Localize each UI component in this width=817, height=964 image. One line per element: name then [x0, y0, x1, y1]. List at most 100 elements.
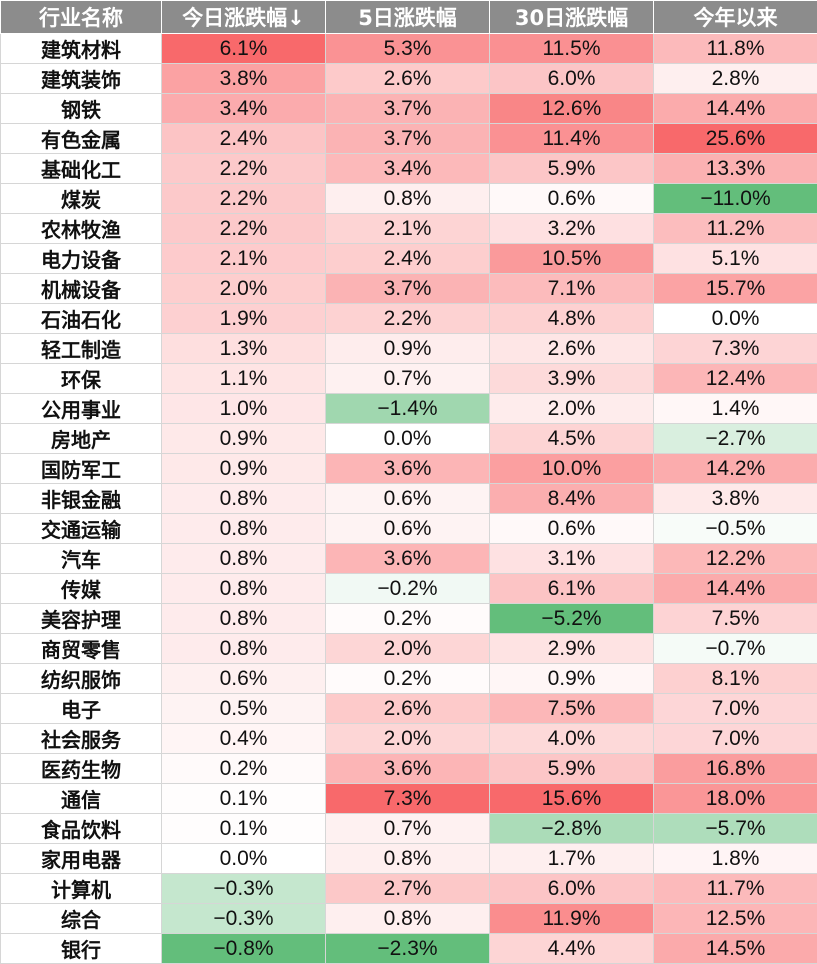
ytd-change-cell: 25.6% — [654, 124, 817, 154]
thirty-day-change-cell: 3.2% — [490, 214, 654, 244]
industry-name-cell: 非银金融 — [1, 484, 162, 514]
thirty-day-change-cell: 3.9% — [490, 364, 654, 394]
five-day-change-cell: 3.6% — [326, 454, 490, 484]
today-change-cell: 1.0% — [162, 394, 326, 424]
thirty-day-change-cell: 11.9% — [490, 904, 654, 934]
thirty-day-change-cell: 0.6% — [490, 184, 654, 214]
thirty-day-change-cell: 2.6% — [490, 334, 654, 364]
thirty-day-change-cell: 4.4% — [490, 934, 654, 964]
ytd-change-cell: 7.5% — [654, 604, 817, 634]
industry-name-cell: 医药生物 — [1, 754, 162, 784]
thirty-day-change-cell: 4.8% — [490, 304, 654, 334]
thirty-day-change-cell: 7.1% — [490, 274, 654, 304]
header-ytd-change[interactable]: 今年以来 — [654, 1, 817, 34]
table-row: 银行−0.8%−2.3%4.4%14.5% — [1, 934, 817, 964]
five-day-change-cell: 3.7% — [326, 274, 490, 304]
header-5day-change[interactable]: 5日涨跌幅 — [326, 1, 490, 34]
today-change-cell: 0.1% — [162, 814, 326, 844]
table-row: 综合−0.3%0.8%11.9%12.5% — [1, 904, 817, 934]
five-day-change-cell: 0.8% — [326, 844, 490, 874]
ytd-change-cell: 14.4% — [654, 94, 817, 124]
today-change-cell: 2.0% — [162, 274, 326, 304]
industry-name-cell: 银行 — [1, 934, 162, 964]
thirty-day-change-cell: −5.2% — [490, 604, 654, 634]
thirty-day-change-cell: 1.7% — [490, 844, 654, 874]
today-change-cell: −0.8% — [162, 934, 326, 964]
thirty-day-change-cell: 6.1% — [490, 574, 654, 604]
five-day-change-cell: 2.6% — [326, 694, 490, 724]
thirty-day-change-cell: 0.6% — [490, 514, 654, 544]
industry-name-cell: 建筑装饰 — [1, 64, 162, 94]
industry-name-cell: 美容护理 — [1, 604, 162, 634]
thirty-day-change-cell: 7.5% — [490, 694, 654, 724]
today-change-cell: 0.6% — [162, 664, 326, 694]
ytd-change-cell: 14.4% — [654, 574, 817, 604]
today-change-cell: −0.3% — [162, 904, 326, 934]
ytd-change-cell: 7.0% — [654, 724, 817, 754]
five-day-change-cell: 2.1% — [326, 214, 490, 244]
five-day-change-cell: 0.6% — [326, 484, 490, 514]
industry-name-cell: 商贸零售 — [1, 634, 162, 664]
five-day-change-cell: 0.9% — [326, 334, 490, 364]
header-30day-change[interactable]: 30日涨跌幅 — [490, 1, 654, 34]
industry-name-cell: 电子 — [1, 694, 162, 724]
thirty-day-change-cell: 5.9% — [490, 154, 654, 184]
header-industry-name[interactable]: 行业名称 — [1, 1, 162, 34]
industry-name-cell: 计算机 — [1, 874, 162, 904]
ytd-change-cell: 13.3% — [654, 154, 817, 184]
ytd-change-cell: −5.7% — [654, 814, 817, 844]
five-day-change-cell: 0.7% — [326, 364, 490, 394]
today-change-cell: 0.8% — [162, 574, 326, 604]
thirty-day-change-cell: 5.9% — [490, 754, 654, 784]
ytd-change-cell: 12.4% — [654, 364, 817, 394]
today-change-cell: 0.8% — [162, 544, 326, 574]
today-change-cell: 0.8% — [162, 514, 326, 544]
thirty-day-change-cell: 2.0% — [490, 394, 654, 424]
industry-name-cell: 建筑材料 — [1, 34, 162, 64]
today-change-cell: 2.1% — [162, 244, 326, 274]
ytd-change-cell: 3.8% — [654, 484, 817, 514]
thirty-day-change-cell: 3.1% — [490, 544, 654, 574]
header-today-change[interactable]: 今日涨跌幅↓ — [162, 1, 326, 34]
ytd-change-cell: 12.2% — [654, 544, 817, 574]
today-change-cell: 0.5% — [162, 694, 326, 724]
five-day-change-cell: 3.6% — [326, 754, 490, 784]
five-day-change-cell: 0.0% — [326, 424, 490, 454]
industry-name-cell: 社会服务 — [1, 724, 162, 754]
ytd-change-cell: 8.1% — [654, 664, 817, 694]
today-change-cell: 2.2% — [162, 154, 326, 184]
ytd-change-cell: 5.1% — [654, 244, 817, 274]
five-day-change-cell: −0.2% — [326, 574, 490, 604]
thirty-day-change-cell: 4.5% — [490, 424, 654, 454]
industry-name-cell: 食品饮料 — [1, 814, 162, 844]
industry-name-cell: 基础化工 — [1, 154, 162, 184]
five-day-change-cell: 0.2% — [326, 664, 490, 694]
five-day-change-cell: 5.3% — [326, 34, 490, 64]
five-day-change-cell: −1.4% — [326, 394, 490, 424]
ytd-change-cell: 14.5% — [654, 934, 817, 964]
five-day-change-cell: 3.7% — [326, 94, 490, 124]
thirty-day-change-cell: 6.0% — [490, 874, 654, 904]
ytd-change-cell: 16.8% — [654, 754, 817, 784]
industry-name-cell: 通信 — [1, 784, 162, 814]
ytd-change-cell: 0.0% — [654, 304, 817, 334]
today-change-cell: 1.1% — [162, 364, 326, 394]
ytd-change-cell: 7.3% — [654, 334, 817, 364]
thirty-day-change-cell: 11.5% — [490, 34, 654, 64]
today-change-cell: 2.4% — [162, 124, 326, 154]
